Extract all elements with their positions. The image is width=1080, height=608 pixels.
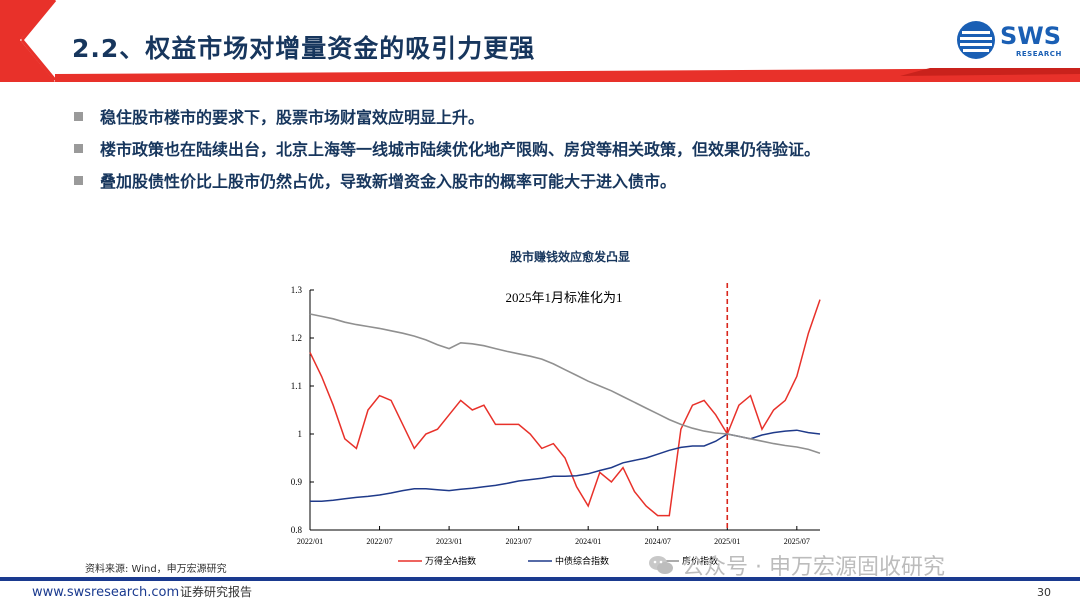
x-tick-label: 2022/07 [366, 537, 392, 546]
watermark-text: 公众号 · 申万宏源固收研究 [682, 555, 945, 580]
y-tick-label: 1.2 [291, 333, 302, 343]
wechat-icon [648, 554, 674, 576]
footer-divider [0, 577, 1080, 581]
bullet-list: 稳住股市楼市的要求下，股票市场财富效应明显上升。 楼市政策也在陆续出台，北京上海… [74, 104, 820, 200]
footer-tag: 证券研究报告 [180, 585, 253, 599]
bullet-text: 稳住股市楼市的要求下，股票市场财富效应明显上升。 [100, 108, 485, 127]
series-line [309, 313, 821, 454]
bullet-item: 稳住股市楼市的要求下，股票市场财富效应明显上升。 [74, 104, 820, 136]
page-title: 2.2、权益市场对增量资金的吸引力更强 [72, 34, 536, 63]
x-tick-label: 2023/07 [506, 537, 532, 546]
bullet-square-icon [74, 144, 83, 153]
series-line [309, 299, 821, 517]
y-tick-label: 0.9 [291, 477, 303, 487]
y-tick-label: 0.8 [291, 525, 303, 535]
page-number: 30 [1037, 586, 1051, 599]
x-tick-label: 2024/07 [645, 537, 671, 546]
source-note: 资料来源: Wind，申万宏源研究 [85, 564, 227, 575]
legend-label: 中债综合指数 [555, 555, 609, 567]
series-line [310, 429, 821, 502]
y-tick-label: 1.1 [291, 381, 302, 391]
x-tick-label: 2023/01 [436, 537, 462, 546]
sws-logo: SWS RESEARCH [956, 20, 1062, 62]
bullet-square-icon [74, 112, 83, 121]
header-decoration [0, 0, 1080, 82]
bullet-square-icon [74, 176, 83, 185]
x-tick-label: 2022/01 [297, 537, 323, 546]
x-tick-label: 2025/01 [714, 537, 740, 546]
bullet-item: 叠加股债性价比上股市仍然占优，导致新增资金入股市的概率可能大于进入债市。 [74, 168, 820, 200]
logo-subtext: RESEARCH [1016, 50, 1062, 58]
y-tick-label: 1 [298, 429, 303, 439]
y-tick-label: 1.3 [291, 285, 303, 295]
chart-annotation: 2025年1月标准化为1 [505, 290, 622, 305]
legend-label: 万得全A指数 [425, 555, 476, 567]
header-band: 2.2、权益市场对增量资金的吸引力更强 SWS RESEARCH [0, 0, 1080, 82]
bullet-text: 楼市政策也在陆续出台，北京上海等一线城市陆续优化地产限购、房贷等相关政策，但效果… [100, 140, 821, 159]
chart-title: 股市赚钱效应愈发凸显 [509, 250, 630, 264]
x-tick-label: 2024/01 [575, 537, 601, 546]
bullet-text: 叠加股债性价比上股市仍然占优，导致新增资金入股市的概率可能大于进入债市。 [100, 172, 677, 191]
footer-url-link[interactable]: www.swsresearch.com [32, 585, 180, 600]
bullet-item: 楼市政策也在陆续出台，北京上海等一线城市陆续优化地产限购、房贷等相关政策，但效果… [74, 136, 820, 168]
x-tick-label: 2025/07 [784, 537, 810, 546]
logo-text: SWS [1000, 22, 1062, 50]
sws-logo-icon [957, 21, 995, 59]
watermark: 公众号 · 申万宏源固收研究 [648, 549, 945, 581]
